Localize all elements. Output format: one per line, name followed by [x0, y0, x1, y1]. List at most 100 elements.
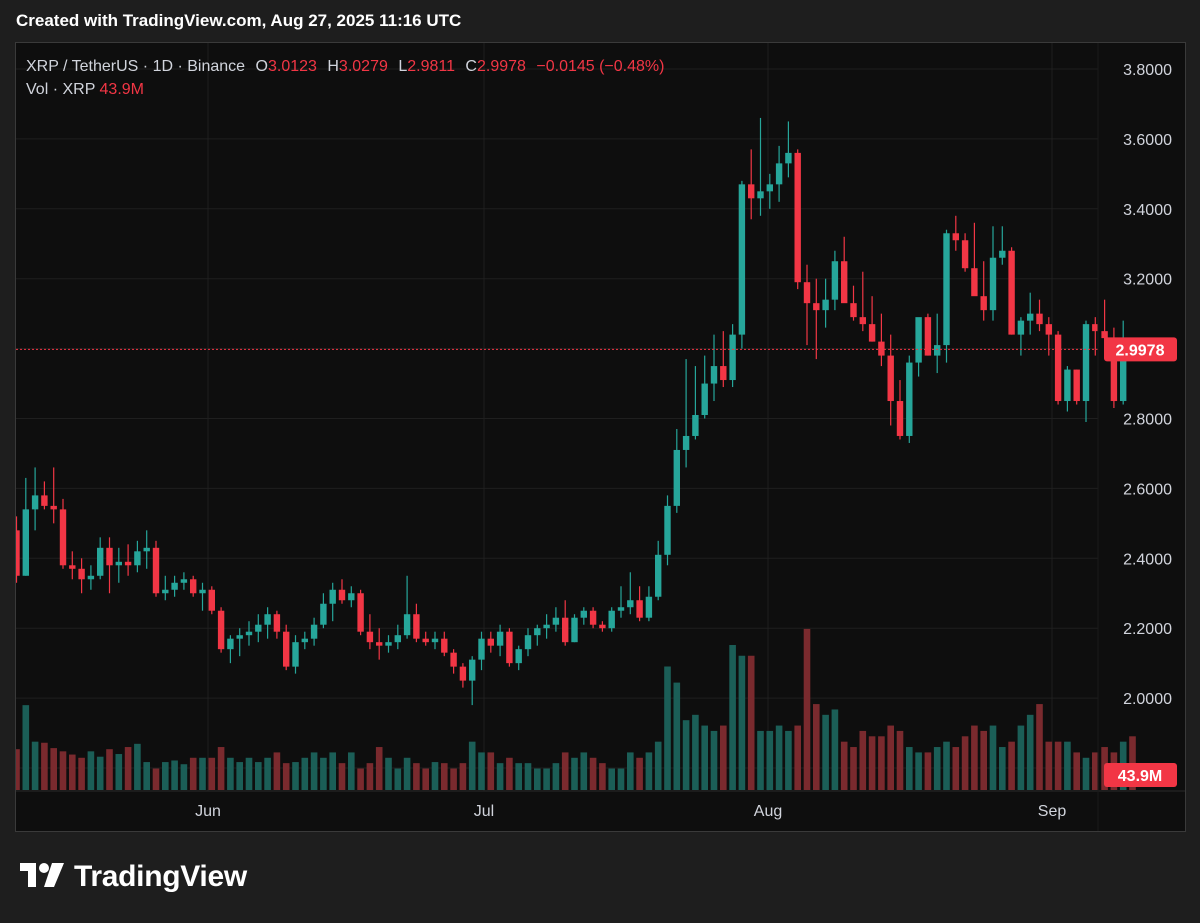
volume-bar	[292, 762, 299, 790]
candle-body	[264, 614, 271, 625]
candle	[50, 467, 57, 524]
volume-bar	[747, 655, 755, 790]
x-axis-tick-label: Sep	[1038, 803, 1067, 820]
price-chart[interactable]: 3.80003.60003.40003.20003.00002.80002.60…	[16, 43, 1185, 831]
candle-body	[459, 666, 467, 681]
candle	[757, 117, 764, 216]
candle	[785, 121, 792, 178]
volume-bar	[87, 751, 95, 790]
candle-body	[171, 582, 178, 590]
candle-body	[524, 635, 532, 650]
candle-body	[450, 652, 457, 667]
candle-body	[106, 547, 113, 566]
candle-body	[757, 191, 764, 199]
candle	[952, 215, 959, 251]
candle	[329, 582, 336, 622]
volume-bar	[627, 752, 634, 790]
candle-body	[143, 547, 150, 552]
candle	[1082, 320, 1090, 422]
candle-body	[738, 184, 746, 335]
candle	[1027, 292, 1034, 335]
volume-bar	[217, 747, 225, 790]
volume-bar	[143, 762, 150, 790]
legend-change: −0.0145 (−0.48%)	[536, 58, 665, 75]
candle	[264, 607, 271, 639]
candle	[283, 624, 290, 671]
volume-bar	[896, 730, 904, 790]
candle	[989, 226, 997, 321]
candle-body	[999, 250, 1006, 258]
candle-body	[896, 401, 904, 436]
candle-body	[59, 509, 67, 566]
volume-bar	[1008, 741, 1015, 790]
candle	[729, 324, 736, 388]
candle-body	[692, 415, 699, 436]
volume-bar	[413, 763, 420, 790]
candle-body	[87, 575, 95, 580]
candle	[627, 572, 634, 615]
volume-bar	[478, 752, 485, 790]
volume-bar	[171, 760, 178, 790]
volume-bar	[459, 763, 467, 790]
candle	[617, 586, 625, 618]
candle-body	[803, 282, 811, 304]
candle	[31, 467, 39, 531]
x-axis-tick-label: Jul	[474, 803, 494, 820]
volume-bar	[673, 682, 681, 790]
x-axis-labels: Jun Jul Aug Sep	[195, 803, 1066, 820]
candle-body	[348, 593, 355, 601]
volume-bar	[450, 768, 457, 790]
volume-bar	[710, 730, 718, 790]
candle-body	[868, 324, 876, 342]
volume-bar	[431, 762, 439, 790]
candle	[682, 359, 690, 468]
candle	[608, 607, 615, 632]
candle	[924, 313, 932, 356]
volume-bar	[971, 725, 978, 790]
candle-body	[971, 268, 978, 297]
candle	[459, 663, 467, 688]
tradingview-branding[interactable]: TradingView	[18, 860, 247, 894]
candle	[22, 477, 29, 576]
volume-bar	[134, 743, 141, 790]
candle	[152, 540, 160, 597]
last-volume-badge: 43.9M	[1104, 763, 1177, 787]
candle-body	[608, 610, 615, 629]
candle-body	[329, 589, 336, 604]
candle	[87, 565, 95, 590]
candle	[906, 355, 913, 443]
candle-body	[589, 610, 597, 625]
candle-body	[887, 355, 894, 402]
last-price-badge-label: 2.9978	[1116, 342, 1165, 359]
volume-bar	[552, 763, 560, 790]
y-axis-tick-label: 2.0000	[1123, 691, 1172, 708]
candle-body	[1120, 345, 1127, 402]
candle-body	[97, 547, 104, 576]
candle-body	[943, 233, 950, 346]
volume-bar	[534, 768, 541, 790]
candle	[710, 334, 718, 402]
candle-body	[69, 565, 76, 569]
candle	[469, 656, 476, 706]
volume-bar	[580, 752, 588, 790]
last-volume-badge-label: 43.9M	[1118, 768, 1162, 785]
candle	[803, 264, 811, 346]
candle	[673, 428, 680, 513]
volume-bar	[515, 763, 522, 790]
candle-body	[1064, 369, 1071, 402]
candle	[162, 575, 169, 601]
candle-body	[124, 561, 132, 566]
candle	[273, 610, 281, 639]
candle	[636, 586, 643, 622]
candle	[1092, 317, 1099, 356]
candle	[292, 635, 299, 674]
candle-body	[431, 638, 439, 643]
candle	[841, 236, 848, 304]
candle	[692, 366, 699, 440]
candle	[506, 628, 513, 667]
candle	[208, 586, 215, 615]
candle-body	[255, 624, 262, 632]
chart-panel[interactable]: 3.80003.60003.40003.20003.00002.80002.60…	[15, 42, 1186, 832]
candle	[589, 607, 597, 629]
candle-body	[673, 449, 680, 506]
